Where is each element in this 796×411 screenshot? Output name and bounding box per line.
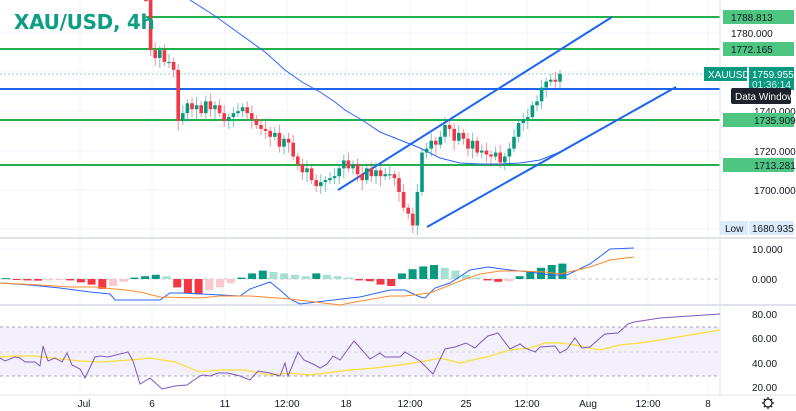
support-resistance-levels[interactable] <box>0 16 720 166</box>
channel-upper-trendline[interactable] <box>337 16 613 191</box>
macd-axis[interactable]: 10.000 0.000 <box>752 245 783 286</box>
data-window-tooltip <box>731 88 791 104</box>
rsi-tick: 40.00 <box>752 359 777 370</box>
time-tick: 6 <box>149 399 155 410</box>
time-tick: 11 <box>220 399 231 410</box>
symbol-tag <box>704 67 747 81</box>
macd-pane[interactable] <box>0 247 720 306</box>
current-price-text: 1759.955 <box>752 70 794 81</box>
low-value-text: 1680.935 <box>752 224 794 235</box>
data-window-tooltip-text: Data Window <box>735 92 795 103</box>
level-tag-text: 1735.909 <box>754 116 796 127</box>
low-label-text: Low <box>725 224 744 235</box>
countdown-text: 01:36:14 <box>752 80 791 91</box>
time-tick: 8 <box>705 399 711 410</box>
low-value-tag <box>749 221 794 235</box>
level-tag-1788 <box>723 10 794 24</box>
price-axis[interactable]: 1788.813 1780.000 1772.165 XAUUSD 1759.9… <box>704 10 796 235</box>
level-tag-text: 1713.281 <box>754 161 796 172</box>
time-tick: Jul <box>78 399 91 410</box>
price-tick: 1720.000 <box>754 147 796 158</box>
rsi-pane[interactable] <box>0 313 721 390</box>
time-tick: 12:00 <box>274 399 299 410</box>
price-tick: 1780.000 <box>731 29 773 40</box>
symbol-title: XAU/USD, 4h <box>14 10 155 34</box>
candlesticks <box>144 0 562 236</box>
rsi-tick: 20.00 <box>752 383 777 394</box>
rsi-axis[interactable]: 80.00 60.00 40.00 20.00 <box>752 310 777 394</box>
price-tick: 1700.000 <box>754 186 796 197</box>
low-label-tag <box>720 221 748 235</box>
macd-tick: 0.000 <box>752 275 777 286</box>
channel-lower-trendline[interactable] <box>426 86 677 228</box>
level-tag-text: 1788.813 <box>731 13 773 24</box>
macd-tick: 10.000 <box>752 245 783 256</box>
level-tag-1713 <box>723 158 794 172</box>
time-axis[interactable]: Jul 6 11 12:00 18 12:00 25 12:00 Aug 12:00 8 <box>78 399 712 410</box>
signal-line <box>0 256 635 306</box>
level-tag-1735 <box>723 113 794 127</box>
level-tag-1772 <box>723 42 794 56</box>
gear-icon[interactable] <box>762 397 774 409</box>
rsi-tick: 80.00 <box>752 310 777 321</box>
time-tick: 12:00 <box>514 399 539 410</box>
time-tick: 12:00 <box>397 399 422 410</box>
rsi-ma-line <box>0 329 721 376</box>
moving-average-line <box>189 0 571 165</box>
price-tick: 1740.000 <box>754 107 796 118</box>
time-tick: 18 <box>340 399 352 410</box>
symbol-tag-text: XAUUSD <box>708 70 750 81</box>
time-tick: 12:00 <box>635 399 660 410</box>
time-tick: Aug <box>579 399 597 410</box>
rsi-tick: 60.00 <box>752 334 777 345</box>
time-tick: 25 <box>460 399 472 410</box>
current-price-tag <box>749 67 794 90</box>
rsi-line <box>0 313 721 390</box>
level-tag-text: 1772.165 <box>731 45 773 56</box>
